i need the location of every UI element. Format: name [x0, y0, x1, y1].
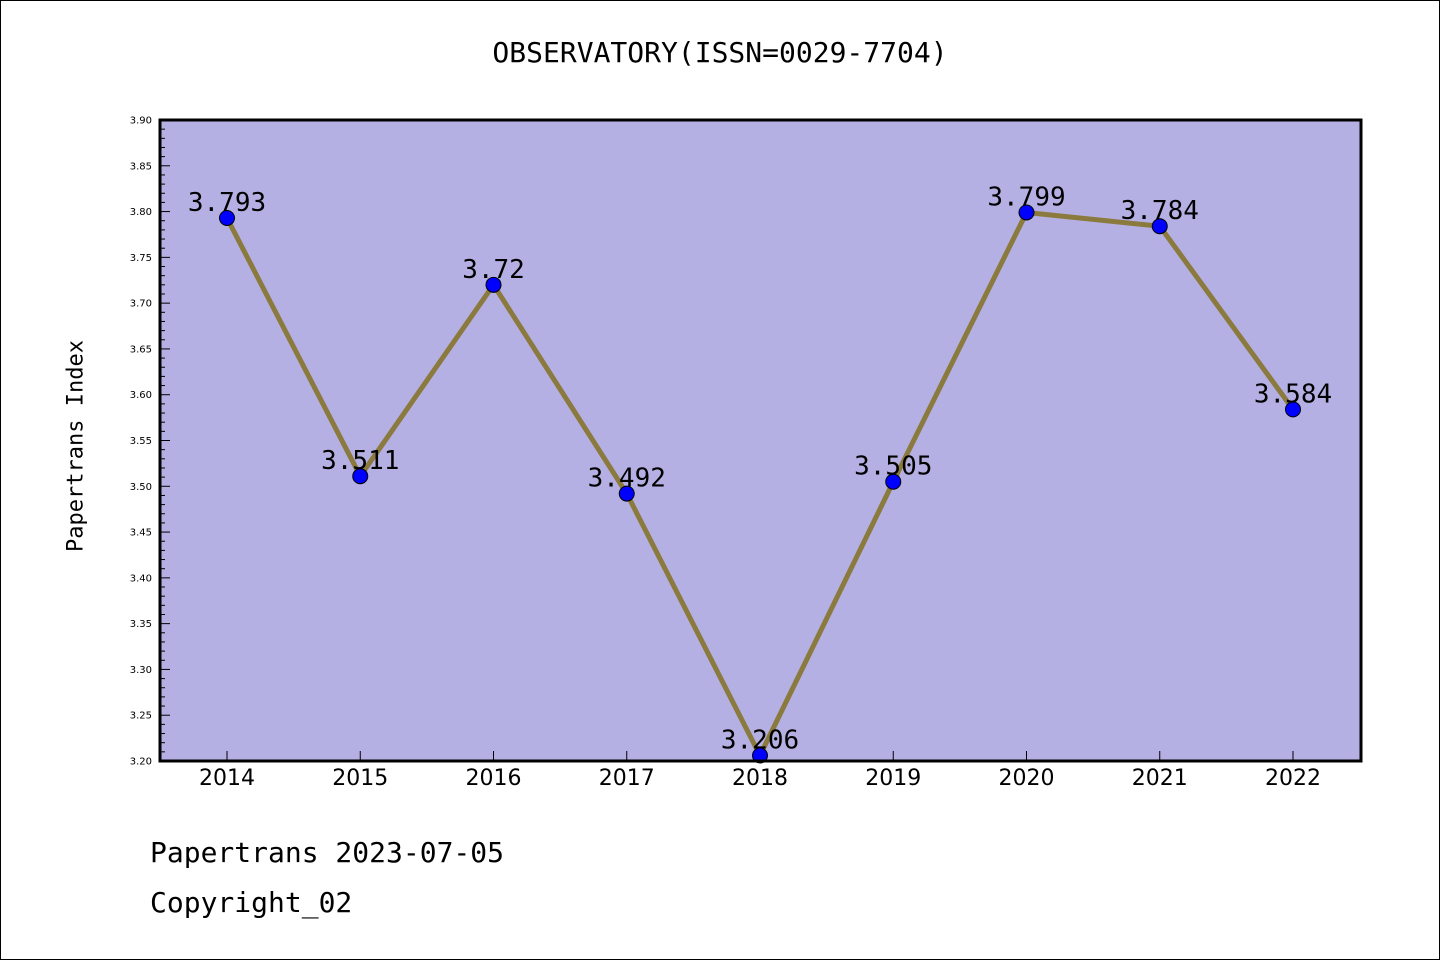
data-point	[485, 276, 502, 293]
data-point	[352, 468, 369, 485]
data-label: 3.584	[1254, 379, 1332, 409]
data-label: 3.505	[854, 452, 932, 482]
y-tick-label: 3.60	[130, 390, 152, 401]
data-label: 3.793	[188, 188, 266, 218]
data-point	[1151, 218, 1168, 235]
y-tick-label: 3.90	[130, 116, 152, 127]
data-point	[752, 747, 768, 764]
x-tick-label: 2019	[865, 766, 921, 791]
x-tick-label: 2016	[466, 766, 522, 791]
x-tick-label: 2018	[732, 766, 788, 791]
x-tick-label: 2015	[332, 766, 388, 791]
data-point	[618, 485, 635, 502]
plot-border	[158, 118, 1363, 763]
x-tick-label: 2022	[1265, 766, 1321, 791]
x-tick-label: 2021	[1132, 766, 1188, 791]
data-label: 3.72	[462, 255, 525, 285]
y-tick-label: 3.35	[130, 619, 152, 630]
data-point	[1018, 204, 1035, 221]
y-tick-label: 3.75	[130, 253, 152, 264]
data-label: 3.799	[987, 182, 1065, 212]
y-tick-label: 3.45	[130, 528, 152, 539]
x-tick-label: 2017	[599, 766, 655, 791]
footer-date: Papertrans 2023-07-05	[150, 836, 505, 869]
x-tick-label: 2020	[999, 766, 1055, 791]
x-axis: 2014 2015 2016 2017 2018 2019 2020 2021 2022	[199, 751, 1321, 791]
footer-copyright: Copyright_02	[150, 886, 353, 919]
data-label: 3.206	[721, 726, 799, 756]
chart-title: OBSERVATORY(ISSN=0029-7704)	[492, 36, 948, 69]
data-label: 3.784	[1121, 196, 1199, 226]
y-tick-label: 3.65	[130, 344, 152, 355]
data-point	[219, 209, 235, 226]
y-tick-label: 3.80	[130, 207, 152, 218]
y-tick-label: 3.20	[130, 757, 152, 768]
data-labels: 3.793 3.511 3.72 3.492 3.206 3.505 3.799 3.784 3…	[188, 182, 1332, 755]
y-tick-label: 3.40	[130, 573, 152, 584]
data-label: 3.492	[588, 464, 666, 494]
y-tick-label: 3.55	[130, 436, 152, 447]
y-axis: 3.20 3.25 3.30 3.35 3.40 3.45 3.50 3.55 3.60 3.65…	[130, 116, 170, 768]
data-label: 3.511	[321, 446, 399, 476]
y-tick-label: 3.85	[130, 161, 152, 172]
y-tick-label: 3.25	[130, 711, 152, 722]
y-tick-label: 3.50	[130, 482, 152, 493]
data-markers	[219, 204, 1301, 764]
y-tick-label: 3.30	[130, 665, 152, 676]
data-point	[1285, 401, 1301, 418]
data-point	[885, 473, 902, 490]
y-tick-label: 3.70	[130, 299, 152, 310]
x-tick-label: 2014	[199, 766, 255, 791]
